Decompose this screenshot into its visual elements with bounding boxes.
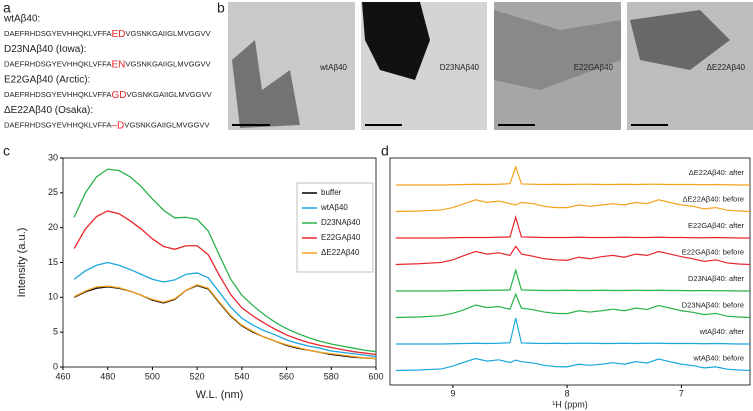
- sequence-part: DAEFRHDSGYEVHHQKLVFFA: [4, 29, 112, 38]
- spectrum-label: E22GAβ40: after: [688, 221, 745, 230]
- spectrum-label: ΔE22Aβ40: after: [689, 168, 745, 177]
- spectrum: [395, 215, 750, 239]
- image-detail: [232, 40, 300, 128]
- y-tick-label: 5: [53, 327, 58, 337]
- legend-label: D23NAβ40: [321, 218, 361, 227]
- variant-name: wtAβ40:: [3, 14, 40, 25]
- spectrum-label: ΔE22Aβ40: before: [683, 194, 744, 203]
- series-line: [73, 210, 377, 356]
- x-tick-label: 8: [565, 388, 570, 398]
- mutation: ED: [111, 29, 125, 40]
- image-detail: [630, 10, 730, 70]
- micrographs: [228, 2, 753, 130]
- variant-name: D23NAβ40 (Iowa):: [4, 44, 86, 55]
- sequence: DAEFRHDSGYEVHHQKLVFFA–DVGSNKGAIIGLMVGGVV: [4, 120, 210, 131]
- x-tick-label: 480: [100, 371, 115, 381]
- x-tick-label: 9: [450, 388, 455, 398]
- x-tick-label: 560: [279, 371, 294, 381]
- x-tick-label: 520: [190, 371, 205, 381]
- variant-name: E22GAβ40 (Arctic):: [4, 75, 90, 86]
- spectrum-label: D23NAβ40: before: [682, 300, 744, 309]
- panel-label: b: [217, 0, 225, 16]
- spectrum: [395, 268, 750, 292]
- sequence-part: DAEFRHDSGYEVHHQKLVFFA: [4, 121, 112, 130]
- y-tick-label: 0: [53, 361, 58, 371]
- plot-frame: [389, 157, 751, 386]
- y-tick-label: 15: [48, 257, 58, 267]
- x-tick-label: 460: [55, 371, 70, 381]
- x-tick-label: 500: [145, 371, 160, 381]
- x-tick-label: 540: [234, 371, 249, 381]
- x-tick-label: 600: [368, 371, 383, 381]
- spectrum-label: wtAβ40: before: [692, 353, 744, 362]
- spectrum: [395, 292, 751, 319]
- x-tick-label: 580: [324, 371, 339, 381]
- sequence-part: VGSNKGAIIGLMVGGVV: [126, 90, 212, 99]
- x-axis-label: W.L. (nm): [196, 389, 244, 401]
- series-line: [73, 261, 377, 358]
- variant-name: ΔE22Aβ40 (Osaka):: [4, 105, 93, 116]
- y-tick-label: 10: [48, 292, 58, 302]
- sequence: DAEFRHDSGYEVHHQKLVFFAGDVGSNKGAIIGLMVGGVV: [4, 90, 213, 101]
- legend-label: wtAβ40: [320, 203, 348, 212]
- x-tick-label: 7: [679, 388, 684, 398]
- image-caption: wtAβ40: [319, 63, 347, 72]
- y-axis-label: Intensity (a.u.): [16, 228, 28, 298]
- spectrum-label: wtAβ40: after: [699, 327, 745, 336]
- legend-box: [296, 182, 374, 273]
- mutation: –D: [111, 120, 124, 131]
- spectrum: [395, 245, 751, 266]
- image-caption: ΔE22Aβ40: [707, 63, 746, 72]
- spectrum: [395, 317, 750, 345]
- y-tick-label: 25: [48, 187, 58, 197]
- legend-label: buffer: [321, 188, 342, 197]
- mutation: GD: [111, 90, 126, 101]
- spectrum-label: D23NAβ40: after: [688, 274, 745, 283]
- legend-label: E22GAβ40: [321, 233, 361, 242]
- image-detail: [362, 2, 430, 80]
- spectrum-label: E22GAβ40: before: [682, 247, 744, 256]
- sequence: DAEFRHDSGYEVHHQKLVFFAEDVGSNKGAIIGLMVGGVV: [4, 29, 212, 40]
- series-line: [73, 284, 377, 360]
- sequence-part: DAEFRHDSGYEVHHQKLVFFA: [4, 60, 112, 69]
- sequence: DAEFRHDSGYEVHHQKLVFFAENVGSNKGAIIGLMVGGVV: [4, 59, 212, 70]
- x-axis-label: ¹H (ppm): [552, 399, 588, 409]
- image-caption: E22GAβ40: [574, 63, 614, 72]
- y-tick-label: 30: [48, 152, 58, 162]
- legend-label: ΔE22Aβ40: [321, 248, 360, 257]
- panel-label: c: [3, 143, 10, 159]
- sequence-part: VGSNKGAIIGLMVGGVV: [124, 121, 210, 130]
- spectrum: [395, 164, 750, 186]
- series-line: [73, 168, 377, 353]
- sequence-part: VGSNKGAIIGLMVGGVV: [125, 29, 211, 38]
- sequence-part: VGSNKGAIIGLMVGGVV: [125, 60, 211, 69]
- spectrum: [395, 357, 751, 372]
- image-caption: D23NAβ40: [440, 63, 480, 72]
- sequence-part: DAEFRHDSGYEVHHQKLVFFA: [4, 90, 112, 99]
- y-tick-label: 20: [48, 222, 58, 232]
- panel-label: d: [381, 143, 389, 159]
- spectrum: [395, 199, 751, 213]
- panel-label: a: [3, 0, 11, 16]
- mutation: EN: [111, 59, 125, 70]
- image-detail: [494, 10, 621, 90]
